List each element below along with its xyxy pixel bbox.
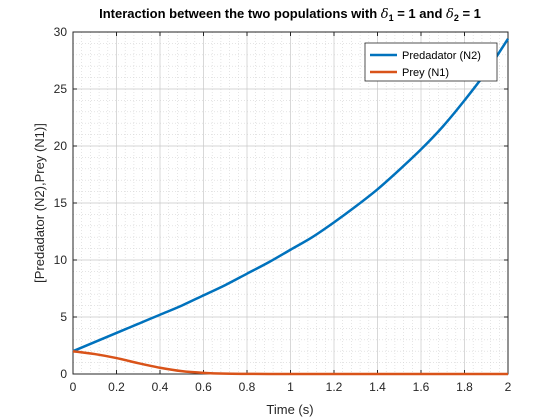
x-tick-labels: 0 0.2 0.4 0.6 0.8 1 1.2 1.4 1.6 1.8 2 bbox=[70, 380, 512, 394]
series-layer bbox=[72, 38, 510, 376]
legend: Predadator (N2) Prey (N1) bbox=[364, 42, 498, 82]
x-tick-label: 0.8 bbox=[239, 380, 256, 394]
legend-label-prey: Prey (N1) bbox=[402, 67, 449, 79]
x-tick-label: 1.2 bbox=[326, 380, 343, 394]
x-tick-label: 1 bbox=[287, 380, 294, 394]
x-axis-label: Time (s) bbox=[266, 402, 313, 417]
x-tick-label: 1.8 bbox=[456, 380, 473, 394]
legend-label-predator: Predadator (N2) bbox=[402, 50, 481, 62]
x-tick-label: 1.4 bbox=[369, 380, 386, 394]
series-line-predator bbox=[72, 38, 510, 353]
y-tick-label: 15 bbox=[54, 196, 68, 210]
x-tick-label: 0.4 bbox=[152, 380, 169, 394]
y-tick-label: 0 bbox=[60, 367, 67, 381]
x-tick-label: 2 bbox=[505, 380, 512, 394]
y-axis-label: [Predadator (N2),Prey (N1)] bbox=[32, 123, 47, 283]
x-tick-label: 0.6 bbox=[195, 380, 212, 394]
y-tick-label: 30 bbox=[54, 25, 68, 39]
y-tick-label: 5 bbox=[60, 310, 67, 324]
x-tick-label: 0 bbox=[70, 380, 77, 394]
x-tick-label: 1.6 bbox=[413, 380, 430, 394]
y-tick-label: 25 bbox=[54, 82, 68, 96]
y-tick-label: 20 bbox=[54, 139, 68, 153]
x-tick-label: 0.2 bbox=[108, 380, 125, 394]
legend-box bbox=[364, 42, 498, 82]
y-tick-label: 10 bbox=[54, 253, 68, 267]
y-tick-labels: 0 5 10 15 20 25 30 bbox=[54, 25, 68, 381]
series-line-prey bbox=[72, 349, 509, 376]
chart-title: Interaction between the two populations … bbox=[99, 6, 481, 23]
